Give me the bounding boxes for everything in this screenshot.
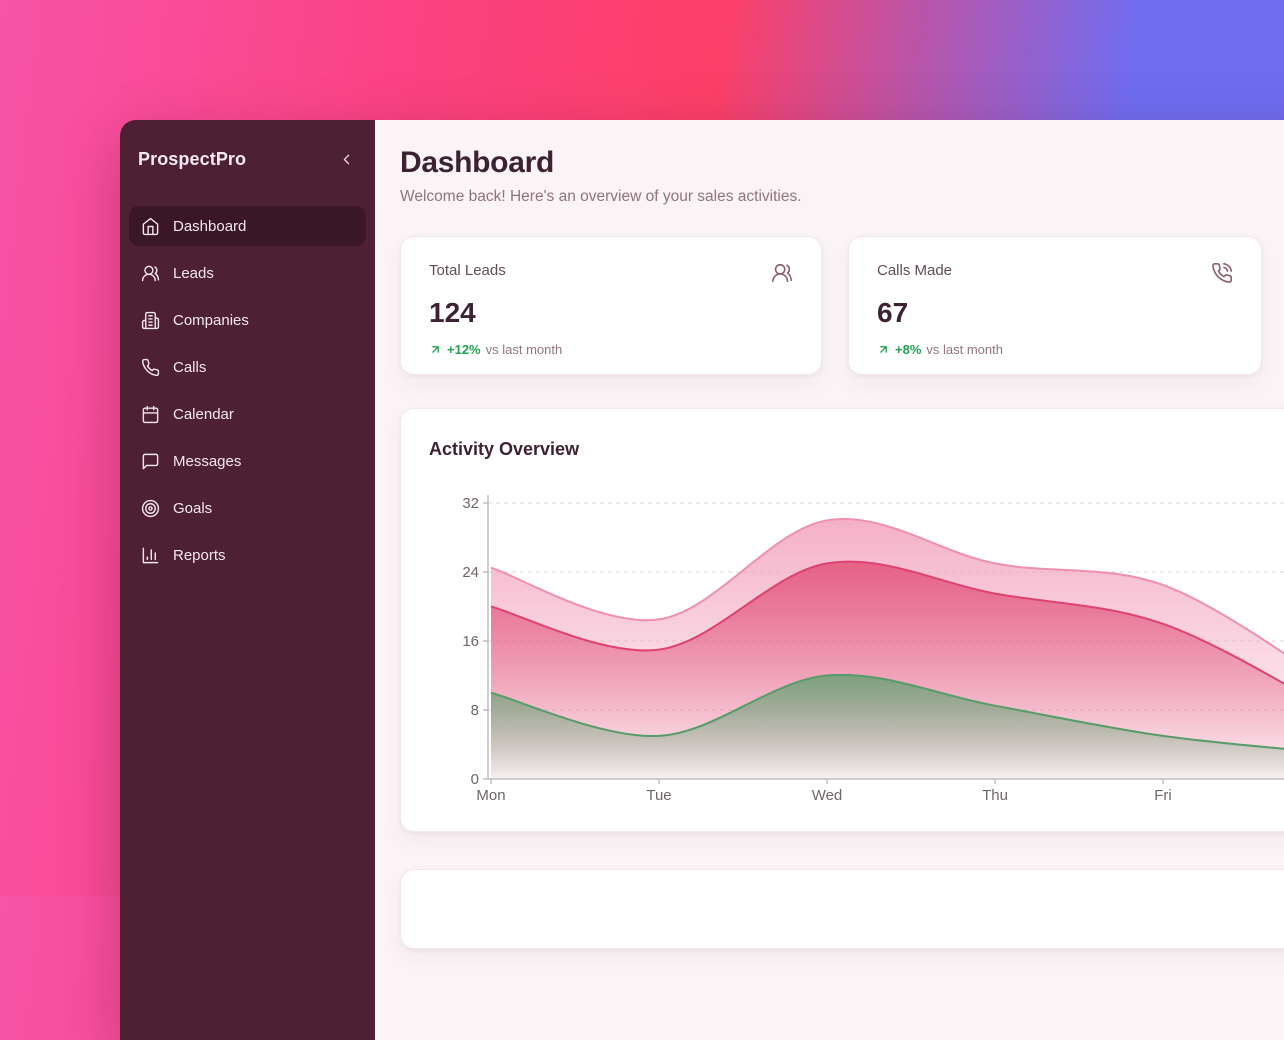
sidebar-item-label: Companies: [173, 311, 249, 329]
sidebar-item-label: Leads: [173, 264, 214, 282]
app-window: ProspectPro Dashboard Leads: [120, 120, 1284, 1040]
sidebar-header: ProspectPro: [120, 120, 375, 172]
sidebar: ProspectPro Dashboard Leads: [120, 120, 375, 1040]
svg-text:Tue: Tue: [646, 787, 671, 804]
stat-value: 124: [429, 297, 476, 328]
stat-trend: +8% vs last month: [877, 342, 1233, 357]
chart-title: Activity Overview: [429, 439, 580, 459]
calendar-icon: [141, 405, 160, 424]
page-title: Dashboard: [400, 146, 554, 179]
app-brand: ProspectPro: [138, 148, 247, 169]
sidebar-item-leads[interactable]: Leads: [129, 253, 366, 293]
sidebar-item-dashboard[interactable]: Dashboard: [129, 206, 366, 246]
svg-text:32: 32: [462, 495, 479, 512]
svg-text:8: 8: [471, 702, 479, 719]
sidebar-nav: Dashboard Leads Companies Calls: [120, 206, 375, 575]
activity-overview-card: Activity Overview 0 8 16 24 32 Mon Tue Wed Thu Fr…: [400, 408, 1284, 832]
svg-text:Wed: Wed: [812, 787, 843, 804]
sidebar-item-calendar[interactable]: Calendar: [129, 394, 366, 434]
sidebar-item-goals[interactable]: Goals: [129, 488, 366, 528]
sidebar-item-reports[interactable]: Reports: [129, 535, 366, 575]
svg-text:24: 24: [462, 564, 479, 581]
sidebar-item-label: Calls: [173, 358, 207, 376]
message-square-icon: [141, 452, 160, 471]
partially-visible-card: [400, 869, 1284, 949]
sidebar-item-label: Goals: [173, 499, 213, 517]
svg-text:Fri: Fri: [1154, 787, 1172, 804]
sidebar-item-companies[interactable]: Companies: [129, 300, 366, 340]
sidebar-collapse-button[interactable]: [333, 146, 359, 172]
svg-text:Mon: Mon: [476, 787, 505, 804]
trend-percent: +8%: [895, 342, 922, 357]
home-icon: [141, 217, 160, 236]
stat-trend: +12% vs last month: [429, 342, 793, 357]
svg-text:0: 0: [471, 771, 479, 788]
stat-label: Total Leads: [429, 262, 506, 279]
trend-note: vs last month: [485, 342, 563, 357]
stat-value: 67: [877, 297, 909, 328]
building-icon: [141, 311, 160, 330]
activity-area-chart: 0 8 16 24 32 Mon Tue Wed Thu Fri: [462, 495, 1284, 804]
trend-note: vs last month: [926, 342, 1003, 357]
svg-text:16: 16: [462, 633, 479, 650]
svg-text:Thu: Thu: [982, 787, 1008, 804]
users-icon: [141, 264, 160, 283]
main-content: Dashboard Welcome back! Here's an overvi…: [375, 120, 1284, 1040]
users-icon: [771, 262, 793, 289]
target-icon: [141, 499, 160, 518]
chevron-left-icon: [338, 151, 355, 168]
phone-call-icon: [1211, 262, 1233, 289]
sidebar-item-label: Messages: [173, 452, 242, 470]
sidebar-item-label: Calendar: [173, 405, 234, 423]
sidebar-item-label: Reports: [173, 546, 226, 564]
page-subtitle: Welcome back! Here's an overview of your…: [400, 188, 802, 205]
stat-cards-row: Total Leads 124 +12% vs last month Calls: [400, 236, 1284, 375]
trend-up-icon: [877, 343, 890, 356]
stat-card-calls-made: Calls Made 67 +8% vs last month: [848, 236, 1262, 375]
sidebar-item-messages[interactable]: Messages: [129, 441, 366, 481]
stat-card-total-leads: Total Leads 124 +12% vs last month: [400, 236, 822, 375]
stat-label: Calls Made: [877, 262, 953, 279]
trend-up-icon: [429, 343, 442, 356]
sidebar-item-label: Dashboard: [173, 217, 247, 235]
sidebar-item-calls[interactable]: Calls: [129, 347, 366, 387]
trend-percent: +12%: [447, 342, 481, 357]
bar-chart-icon: [141, 546, 160, 565]
phone-icon: [141, 358, 160, 377]
